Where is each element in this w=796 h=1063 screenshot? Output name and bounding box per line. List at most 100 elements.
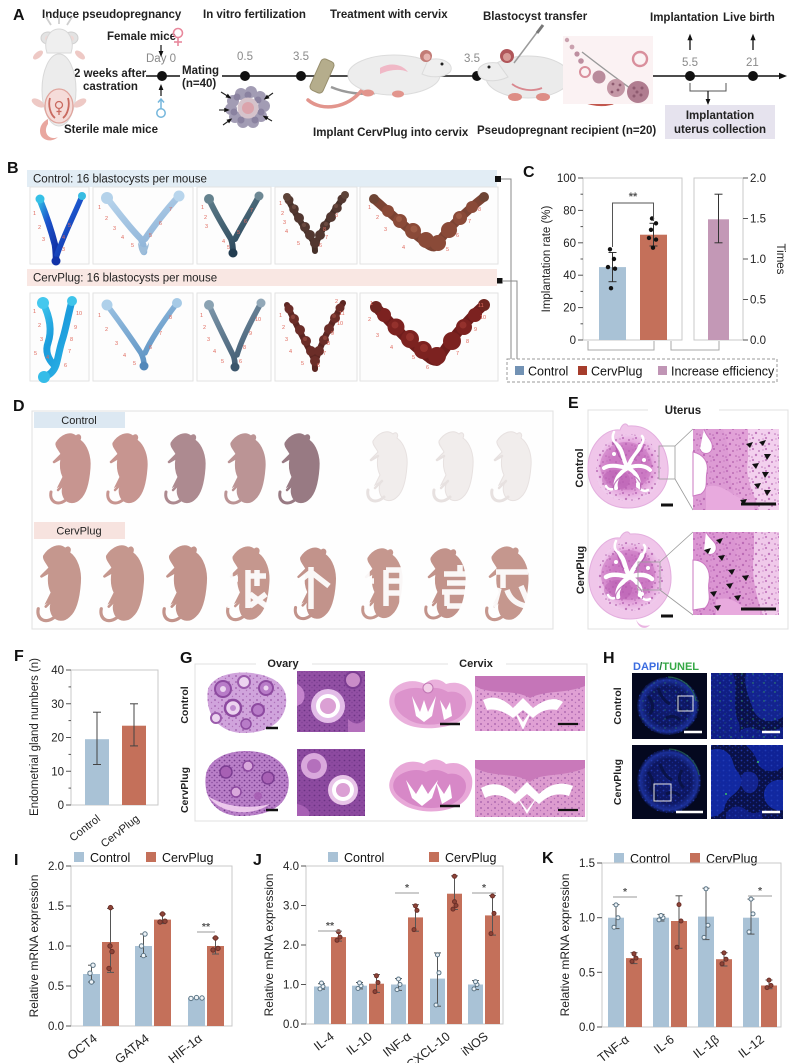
svg-text:DAPI/TUNEL: DAPI/TUNEL	[633, 661, 699, 673]
svg-text:4: 4	[285, 229, 288, 235]
svg-text:1: 1	[368, 205, 371, 211]
svg-text:7: 7	[323, 351, 326, 357]
svg-text:6: 6	[426, 365, 429, 371]
svg-text:Control: Control	[179, 686, 191, 723]
svg-text:6: 6	[159, 221, 162, 227]
svg-text:Control: Control	[90, 851, 130, 865]
svg-text:0.0: 0.0	[283, 1019, 299, 1031]
svg-text:G: G	[180, 650, 192, 667]
svg-text:3: 3	[207, 337, 210, 343]
svg-text:3: 3	[376, 333, 379, 339]
svg-text:C: C	[523, 164, 535, 181]
svg-text:5.5: 5.5	[682, 57, 698, 69]
svg-text:6: 6	[456, 233, 459, 239]
svg-text:0.0: 0.0	[750, 335, 766, 347]
svg-text:(n=40): (n=40)	[182, 78, 216, 90]
svg-text:*: *	[623, 886, 628, 898]
svg-text:CervPlug: 16 blastocysts per m: CervPlug: 16 blastocysts per mouse	[33, 273, 217, 285]
svg-text:IL-4: IL-4	[311, 1029, 337, 1053]
svg-text:0.5: 0.5	[579, 967, 595, 979]
svg-text:**: **	[202, 921, 211, 933]
svg-text:21: 21	[746, 57, 759, 69]
svg-text:3: 3	[40, 337, 43, 343]
svg-text:30: 30	[51, 699, 64, 711]
svg-text:1.0: 1.0	[750, 254, 766, 266]
svg-text:1: 1	[33, 211, 36, 217]
svg-text:D: D	[13, 398, 25, 415]
svg-text:Control: Control	[574, 448, 586, 487]
svg-text:1: 1	[279, 201, 282, 207]
svg-text:2: 2	[282, 325, 285, 331]
svg-text:CervPlug: CervPlug	[162, 851, 213, 865]
svg-text:Treatment with cervix: Treatment with cervix	[330, 9, 448, 21]
svg-text:IL-12: IL-12	[736, 1032, 767, 1061]
svg-text:4: 4	[62, 235, 65, 241]
svg-text:castration: castration	[83, 81, 138, 93]
svg-text:Live birth: Live birth	[723, 12, 775, 24]
svg-text:11: 11	[478, 303, 484, 309]
svg-text:4: 4	[123, 353, 126, 359]
svg-text:Relative mRNA expression: Relative mRNA expression	[27, 875, 41, 1018]
svg-text:40: 40	[563, 270, 576, 282]
svg-text:Relative mRNA expression: Relative mRNA expression	[262, 874, 276, 1017]
svg-text:4: 4	[121, 235, 124, 241]
svg-text:GATA4: GATA4	[112, 1031, 151, 1063]
svg-text:2: 2	[38, 225, 41, 231]
svg-text:1: 1	[370, 301, 373, 307]
svg-text:7: 7	[68, 349, 71, 355]
svg-text:4: 4	[289, 349, 292, 355]
svg-text:2: 2	[38, 323, 41, 329]
svg-text:1.5: 1.5	[750, 214, 766, 226]
svg-text:8: 8	[478, 207, 481, 213]
svg-text:10: 10	[255, 317, 261, 323]
svg-text:B: B	[7, 160, 19, 177]
svg-text:Relative mRNA expression: Relative mRNA expression	[558, 874, 572, 1017]
svg-text:80: 80	[563, 205, 576, 217]
svg-text:9: 9	[249, 331, 252, 337]
svg-text:CervPlug: CervPlug	[591, 365, 642, 379]
svg-text:Control: Control	[630, 852, 670, 866]
svg-text:0: 0	[570, 335, 576, 347]
svg-text:10: 10	[51, 766, 64, 778]
svg-text:8: 8	[243, 345, 246, 351]
svg-text:IL-6: IL-6	[651, 1032, 677, 1056]
svg-text:0.5: 0.5	[48, 981, 64, 993]
svg-text:0.0: 0.0	[48, 1021, 64, 1033]
svg-text:2.0: 2.0	[283, 940, 299, 952]
svg-text:5: 5	[149, 233, 152, 239]
svg-text:5: 5	[68, 223, 71, 229]
svg-text:3.0: 3.0	[283, 901, 299, 913]
svg-text:60: 60	[563, 238, 576, 250]
svg-text:INF-α: INF-α	[380, 1029, 413, 1059]
svg-text:TNF-α: TNF-α	[595, 1032, 632, 1063]
svg-text:2: 2	[105, 216, 108, 222]
svg-text:2.0: 2.0	[750, 173, 766, 185]
svg-text:8: 8	[466, 339, 469, 345]
svg-text:CervPlug: CervPlug	[575, 546, 587, 594]
svg-text:4: 4	[213, 349, 216, 355]
svg-text:2: 2	[204, 215, 207, 221]
svg-text:5: 5	[237, 230, 240, 236]
svg-text:8: 8	[323, 227, 326, 233]
svg-text:IL-1β: IL-1β	[691, 1032, 722, 1061]
svg-text:Day 0: Day 0	[146, 53, 176, 65]
svg-text:5: 5	[301, 361, 304, 367]
svg-text:4: 4	[402, 245, 405, 251]
svg-text:Times: Times	[774, 244, 786, 275]
svg-text:4: 4	[222, 239, 225, 245]
svg-text:4: 4	[390, 345, 393, 351]
svg-text:1: 1	[200, 313, 203, 319]
svg-text:5: 5	[131, 243, 134, 249]
svg-text:2: 2	[203, 325, 206, 331]
svg-text:1.0: 1.0	[283, 980, 299, 992]
svg-text:6: 6	[239, 359, 242, 365]
svg-text:20: 20	[51, 733, 64, 745]
svg-text:*: *	[405, 882, 410, 894]
svg-text:A: A	[13, 7, 25, 24]
svg-text:1.0: 1.0	[48, 941, 64, 953]
svg-text:Control: Control	[612, 687, 624, 724]
svg-text:1: 1	[98, 313, 101, 319]
svg-text:10: 10	[337, 321, 343, 327]
svg-text:0.5: 0.5	[750, 295, 766, 307]
svg-text:CervPlug: CervPlug	[445, 851, 496, 865]
